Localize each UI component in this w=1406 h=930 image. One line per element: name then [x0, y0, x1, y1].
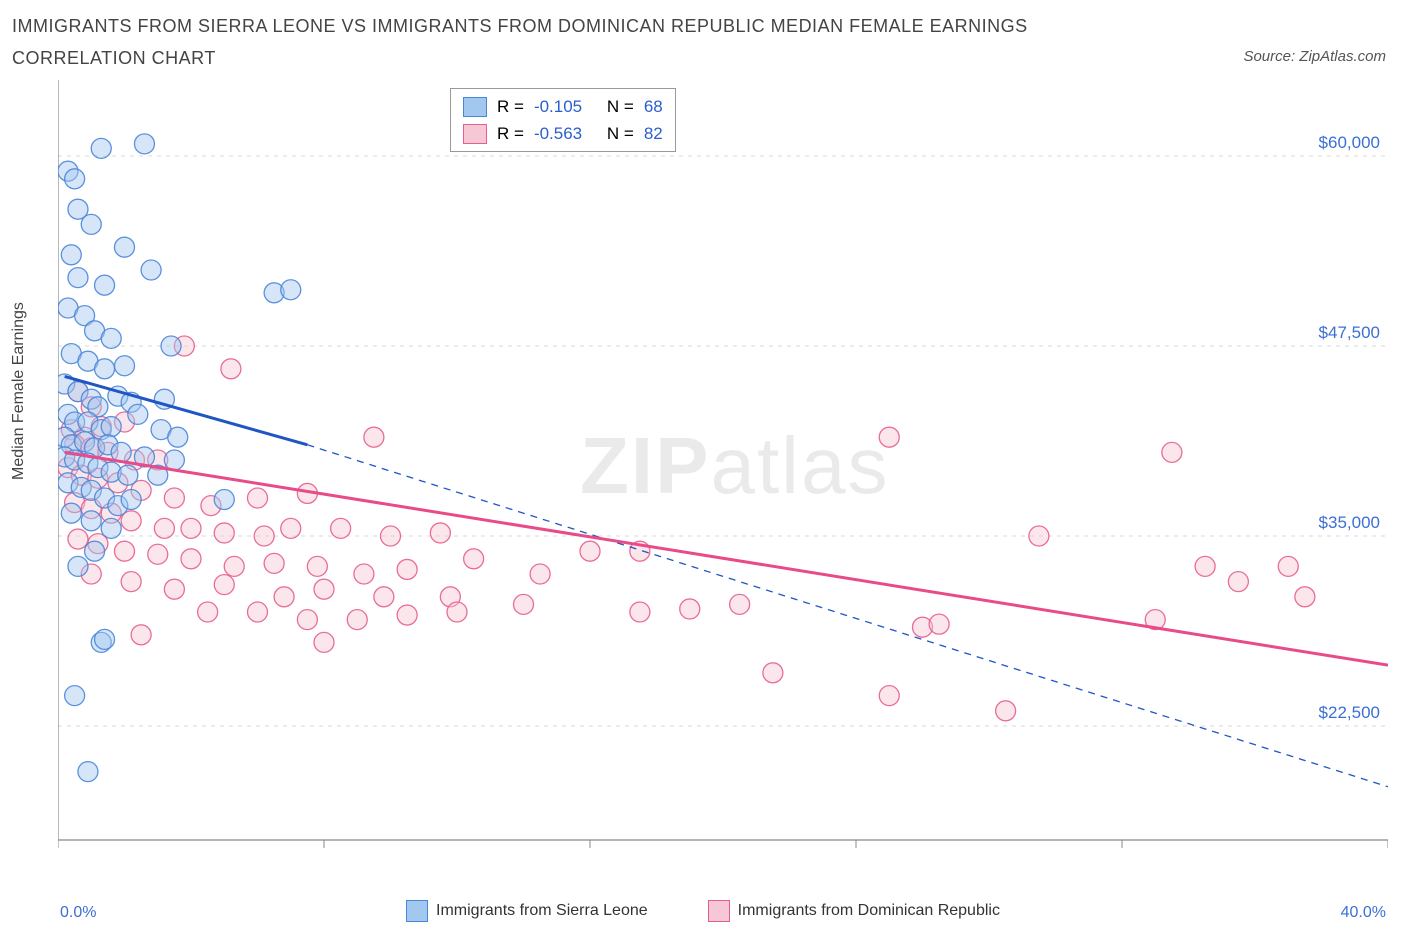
correlation-legend: R = -0.105 N = 68 R = -0.563 N = 82: [450, 88, 676, 152]
svg-text:$47,500: $47,500: [1319, 323, 1380, 342]
y-axis-label: Median Female Earnings: [10, 302, 28, 480]
chart-title: IMMIGRANTS FROM SIERRA LEONE VS IMMIGRAN…: [12, 10, 1112, 75]
legend-label: Immigrants from Sierra Leone: [436, 902, 648, 920]
legend-swatch-pink: [708, 900, 730, 922]
legend-swatch-blue: [406, 900, 428, 922]
legend-label: Immigrants from Dominican Republic: [738, 902, 1000, 920]
source-label: Source: ZipAtlas.com: [1243, 48, 1386, 65]
legend-swatch-pink: [463, 124, 487, 144]
svg-text:$35,000: $35,000: [1319, 513, 1380, 532]
scatter-chart: $22,500 $35,000 $47,500 $60,000: [58, 80, 1388, 870]
svg-text:$22,500: $22,500: [1319, 703, 1380, 722]
svg-text:$60,000: $60,000: [1319, 133, 1380, 152]
series-legend: Immigrants from Sierra Leone Immigrants …: [0, 900, 1406, 922]
legend-swatch-blue: [463, 97, 487, 117]
